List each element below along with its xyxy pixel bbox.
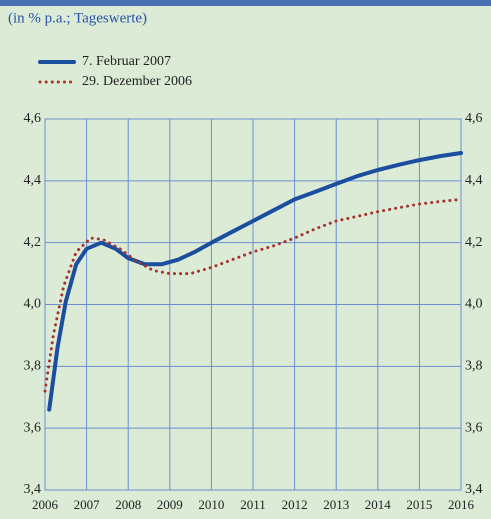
header-band <box>0 0 491 6</box>
line-series <box>47 151 463 412</box>
y-tick-label: 4,4 <box>24 173 42 188</box>
legend-label: 29. Dezember 2006 <box>82 74 192 89</box>
y-tick-label: 3,4 <box>24 482 42 497</box>
y-tick-label: 3,8 <box>24 359 42 374</box>
y-tick-label: 4,2 <box>24 235 42 250</box>
line-series <box>43 197 463 393</box>
y2-tick-label: 4,4 <box>465 173 483 188</box>
x-tick-label: 2010 <box>198 497 224 512</box>
x-tick-label: 2009 <box>157 497 183 512</box>
y2-tick-label: 4,2 <box>465 235 483 250</box>
chart-subtitle: (in % p.a.; Tageswerte) <box>8 10 147 26</box>
x-tick-label: 2011 <box>240 497 266 512</box>
x-tick-label: 2015 <box>406 497 432 512</box>
legend-label: 7. Februar 2007 <box>82 54 171 69</box>
y-tick-label: 4,6 <box>24 111 42 126</box>
y2-tick-label: 3,6 <box>465 420 483 435</box>
x-tick-label: 2014 <box>365 497 392 512</box>
x-tick-label: 2007 <box>74 497 101 512</box>
x-tick-label: 2012 <box>282 497 308 512</box>
x-tick-label: 2016 <box>448 497 475 512</box>
y-tick-label: 3,6 <box>24 420 42 435</box>
y2-tick-label: 4,6 <box>465 111 483 126</box>
x-tick-label: 2013 <box>323 497 349 512</box>
y2-tick-label: 4,0 <box>465 297 483 312</box>
x-tick-label: 2008 <box>115 497 141 512</box>
y2-tick-label: 3,4 <box>465 482 483 497</box>
x-tick-label: 2006 <box>32 497 59 512</box>
y-tick-label: 4,0 <box>24 297 42 312</box>
y2-tick-label: 3,8 <box>465 359 483 374</box>
